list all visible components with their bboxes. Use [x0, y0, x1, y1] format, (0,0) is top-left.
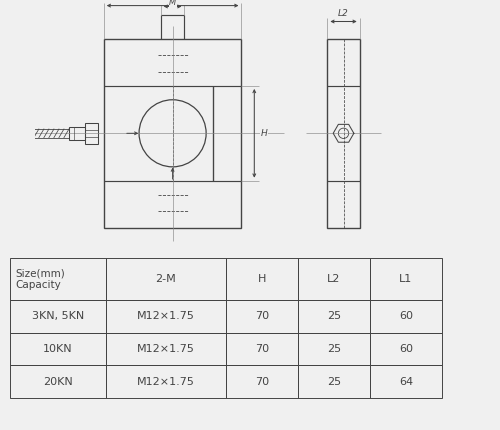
Bar: [298, 366, 370, 398]
Text: 25: 25: [327, 344, 341, 354]
Bar: [106, 258, 226, 300]
Bar: [104, 39, 242, 228]
Text: M12×1.75: M12×1.75: [137, 344, 195, 354]
Text: 25: 25: [327, 377, 341, 387]
Bar: [10, 366, 106, 398]
Text: L1: L1: [167, 0, 178, 2]
Bar: [69, 127, 86, 140]
Text: 20KN: 20KN: [43, 377, 73, 387]
Text: M12×1.75: M12×1.75: [137, 377, 195, 387]
Bar: [226, 258, 298, 300]
Text: M: M: [169, 0, 176, 6]
Bar: [86, 123, 98, 144]
Bar: [106, 300, 226, 333]
Bar: [298, 333, 370, 366]
Text: 70: 70: [255, 344, 269, 354]
Bar: [370, 300, 442, 333]
Bar: [226, 366, 298, 398]
Bar: [328, 39, 360, 228]
Text: 70: 70: [255, 311, 269, 321]
Text: 60: 60: [399, 344, 413, 354]
Bar: [106, 366, 226, 398]
Bar: [370, 366, 442, 398]
Bar: [226, 300, 298, 333]
Text: Size(mm)
Capacity: Size(mm) Capacity: [16, 268, 66, 290]
Bar: [226, 333, 298, 366]
Bar: [298, 258, 370, 300]
Bar: [370, 333, 442, 366]
Text: 2-M: 2-M: [156, 274, 176, 284]
Text: M12×1.75: M12×1.75: [137, 311, 195, 321]
Text: H: H: [260, 129, 267, 138]
Bar: [298, 300, 370, 333]
Text: 10KN: 10KN: [43, 344, 73, 354]
Text: 3KN, 5KN: 3KN, 5KN: [32, 311, 84, 321]
Text: L1: L1: [400, 274, 412, 284]
Bar: [370, 258, 442, 300]
Text: L2: L2: [338, 9, 349, 18]
Text: 64: 64: [399, 377, 413, 387]
Bar: [10, 333, 106, 366]
Text: L2: L2: [328, 274, 340, 284]
Bar: [106, 333, 226, 366]
Text: H: H: [258, 274, 266, 284]
Text: 70: 70: [255, 377, 269, 387]
Text: 60: 60: [399, 311, 413, 321]
Bar: [10, 300, 106, 333]
Text: 25: 25: [327, 311, 341, 321]
Bar: [10, 258, 106, 300]
